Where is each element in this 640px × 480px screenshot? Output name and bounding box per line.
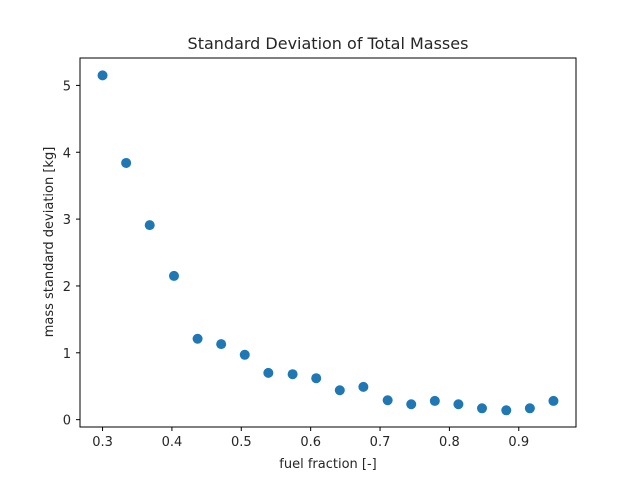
data-point bbox=[216, 339, 227, 350]
data-point bbox=[524, 403, 535, 414]
y-tick-label: 3 bbox=[63, 213, 71, 228]
data-point bbox=[287, 369, 298, 380]
y-tick-label: 2 bbox=[63, 280, 71, 295]
data-point bbox=[334, 385, 345, 396]
x-tick-label: 0.5 bbox=[231, 435, 252, 450]
y-tick-label: 5 bbox=[63, 79, 71, 94]
data-point bbox=[263, 367, 274, 378]
data-point bbox=[239, 349, 250, 360]
x-tick-label: 0.6 bbox=[300, 435, 321, 450]
data-point bbox=[121, 157, 132, 168]
y-tick-label: 0 bbox=[63, 414, 71, 429]
x-tick-label: 0.3 bbox=[92, 435, 113, 450]
data-point bbox=[548, 395, 559, 406]
data-point bbox=[453, 399, 464, 410]
data-point bbox=[192, 333, 203, 344]
x-axis-ticks: 0.3 0.4 0.5 0.6 0.7 0.8 0.9 bbox=[92, 427, 529, 450]
y-tick-label: 1 bbox=[63, 347, 71, 362]
x-tick-label: 0.4 bbox=[162, 435, 183, 450]
data-point bbox=[382, 395, 393, 406]
y-axis-label: mass standard deviation [kg] bbox=[42, 147, 57, 338]
data-point bbox=[358, 381, 369, 392]
y-axis-ticks: 0 1 2 3 4 5 bbox=[63, 79, 80, 429]
data-point bbox=[311, 373, 322, 384]
data-point bbox=[168, 270, 179, 281]
x-axis-label: fuel fraction [-] bbox=[279, 457, 376, 472]
data-point bbox=[477, 403, 488, 414]
data-point bbox=[97, 70, 108, 81]
plot-frame bbox=[79, 57, 577, 428]
data-point bbox=[501, 405, 512, 416]
y-tick-label: 4 bbox=[63, 146, 71, 161]
x-tick-label: 0.8 bbox=[439, 435, 460, 450]
x-tick-label: 0.7 bbox=[370, 435, 391, 450]
data-points bbox=[97, 70, 559, 416]
chart-title: Standard Deviation of Total Masses bbox=[188, 34, 469, 53]
data-point bbox=[406, 399, 417, 410]
data-point bbox=[144, 220, 155, 231]
x-tick-label: 0.9 bbox=[508, 435, 529, 450]
data-point bbox=[429, 395, 440, 406]
